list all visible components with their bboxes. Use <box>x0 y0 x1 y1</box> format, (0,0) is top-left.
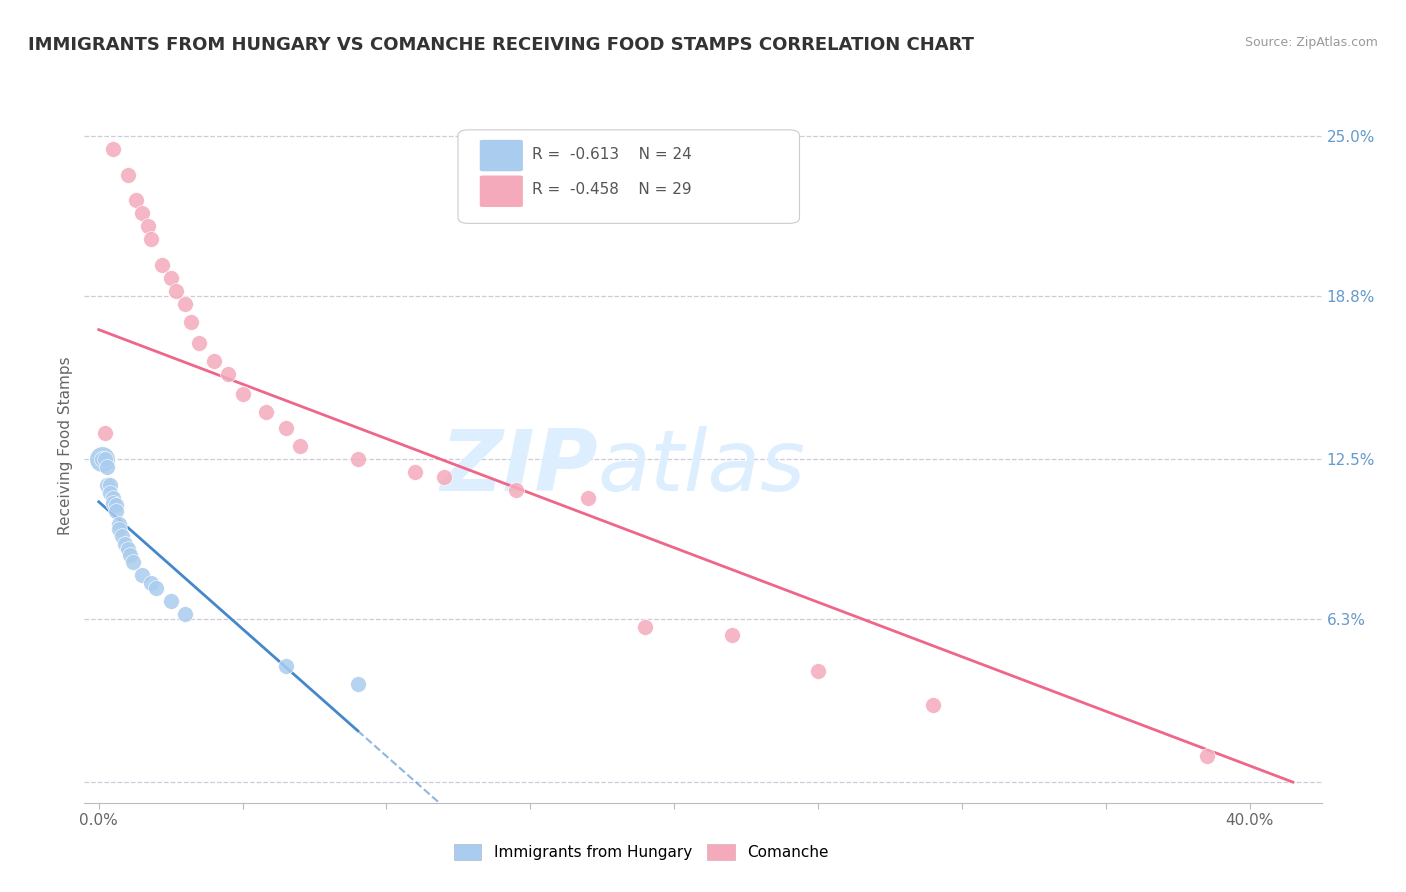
Point <box>114 537 136 551</box>
Point <box>433 470 456 484</box>
Point <box>180 315 202 329</box>
Point <box>165 284 187 298</box>
Point <box>217 367 239 381</box>
Text: Source: ZipAtlas.com: Source: ZipAtlas.com <box>1244 36 1378 49</box>
Point <box>159 271 181 285</box>
Point <box>117 168 139 182</box>
Point <box>98 485 121 500</box>
Point <box>105 503 128 517</box>
Point <box>96 477 118 491</box>
Point <box>634 620 657 634</box>
Point <box>807 664 830 678</box>
Point <box>922 698 945 712</box>
Point <box>139 576 162 591</box>
Point <box>101 142 124 156</box>
Point <box>174 607 197 621</box>
Y-axis label: Receiving Food Stamps: Receiving Food Stamps <box>58 357 73 535</box>
Point <box>90 451 112 466</box>
Point <box>108 516 131 531</box>
Point <box>274 421 297 435</box>
Point <box>288 439 311 453</box>
Point <box>101 491 124 505</box>
Point <box>96 459 118 474</box>
Point <box>136 219 159 234</box>
Point <box>274 658 297 673</box>
Point <box>720 628 742 642</box>
Text: ZIP: ZIP <box>440 425 598 509</box>
Point <box>346 451 368 466</box>
Point <box>93 426 115 441</box>
Point <box>145 581 167 595</box>
Point <box>404 465 426 479</box>
Point <box>139 232 162 246</box>
Point <box>93 451 115 466</box>
Text: R =  -0.613    N = 24: R = -0.613 N = 24 <box>533 146 692 161</box>
Point <box>98 477 121 491</box>
Point <box>131 568 153 582</box>
Legend: Immigrants from Hungary, Comanche: Immigrants from Hungary, Comanche <box>447 838 835 866</box>
Point <box>101 496 124 510</box>
Point <box>576 491 599 505</box>
Text: atlas: atlas <box>598 425 806 509</box>
Point <box>346 677 368 691</box>
Text: R =  -0.458    N = 29: R = -0.458 N = 29 <box>533 182 692 197</box>
Point <box>174 297 197 311</box>
Point <box>111 529 134 543</box>
Point <box>122 555 145 569</box>
Point <box>131 206 153 220</box>
Point <box>188 335 211 350</box>
Point <box>505 483 527 497</box>
Point <box>159 594 181 608</box>
Point <box>254 405 277 419</box>
Point <box>202 353 225 368</box>
FancyBboxPatch shape <box>479 139 523 172</box>
Point <box>117 542 139 557</box>
Point <box>120 548 142 562</box>
FancyBboxPatch shape <box>458 130 800 223</box>
Point <box>90 451 112 466</box>
Point <box>108 522 131 536</box>
FancyBboxPatch shape <box>479 175 523 208</box>
Point <box>125 194 148 208</box>
Point <box>105 499 128 513</box>
Point <box>1195 749 1218 764</box>
Point <box>150 258 173 272</box>
Text: IMMIGRANTS FROM HUNGARY VS COMANCHE RECEIVING FOOD STAMPS CORRELATION CHART: IMMIGRANTS FROM HUNGARY VS COMANCHE RECE… <box>28 36 974 54</box>
Point <box>232 387 254 401</box>
